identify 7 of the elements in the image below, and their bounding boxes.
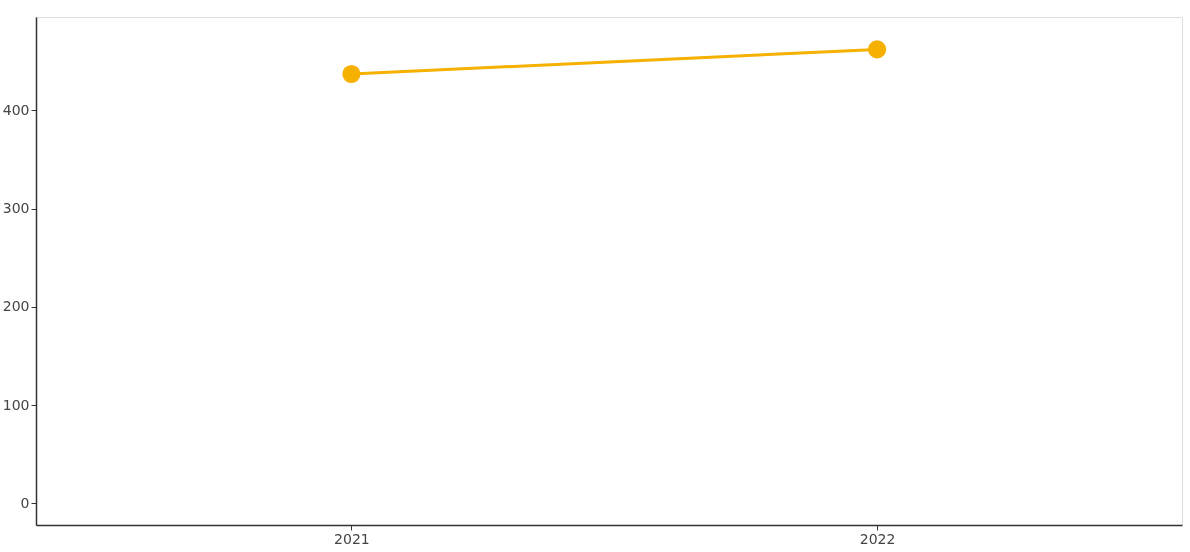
y-tick-label: 100 (2, 396, 30, 413)
y-tick-label: 300 (2, 200, 30, 217)
x-tick-label: 2022 (859, 530, 896, 547)
x-tick-label: 2021 (334, 530, 370, 547)
y-tick-label: 200 (2, 298, 30, 315)
y-tick-label: 400 (2, 101, 30, 118)
y-tick-label: 0 (20, 494, 30, 511)
